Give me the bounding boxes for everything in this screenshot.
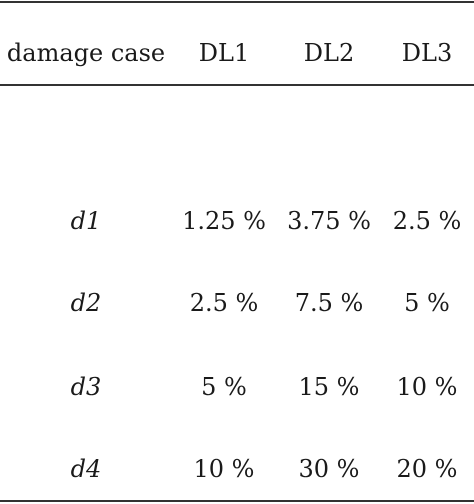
dl1-cell: 5 % — [201, 373, 247, 401]
dl2-cell: 15 % — [298, 373, 360, 401]
dl1-cell: 10 % — [193, 455, 255, 483]
header-dl2: DL2 — [303, 39, 355, 67]
dl3-cell: 10 % — [396, 373, 458, 401]
damage-case-cell: d2 — [70, 289, 102, 317]
header-dl1: DL1 — [198, 39, 250, 67]
dl2-cell: 3.75 % — [287, 207, 371, 235]
header-dl3: DL3 — [401, 39, 453, 67]
table-header-rule — [0, 84, 474, 86]
dl3-cell: 5 % — [404, 289, 450, 317]
dl1-cell: 2.5 % — [189, 289, 259, 317]
table-bottom-rule — [0, 500, 474, 502]
dl2-cell: 7.5 % — [294, 289, 364, 317]
dl2-cell: 30 % — [298, 455, 360, 483]
damage-case-cell: d1 — [70, 207, 102, 235]
dl1-cell: 1.25 % — [182, 207, 266, 235]
dl3-cell: 2.5 % — [392, 207, 462, 235]
damage-case-cell: d3 — [70, 373, 102, 401]
dl3-cell: 20 % — [396, 455, 458, 483]
header-damage-case: damage case — [6, 39, 166, 67]
damage-case-cell: d4 — [70, 455, 102, 483]
table-top-rule — [0, 1, 474, 3]
